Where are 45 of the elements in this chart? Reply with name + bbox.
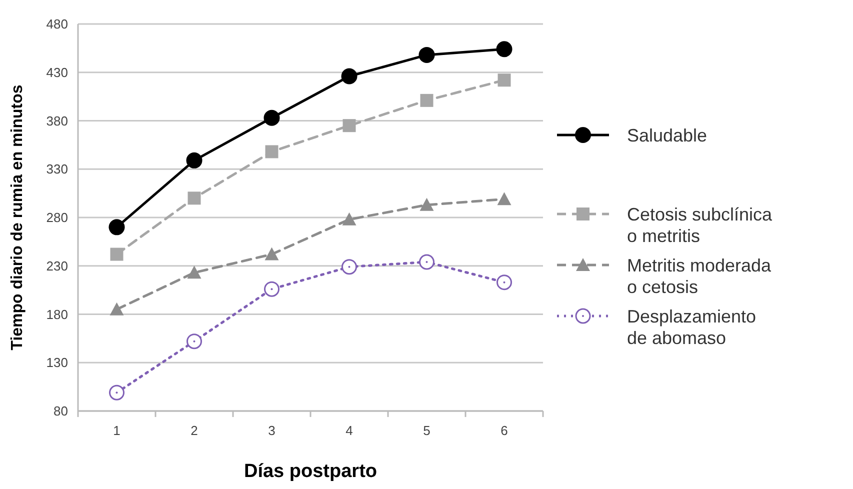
point	[186, 334, 202, 350]
x-tick-label: 5	[423, 423, 430, 438]
x-axis-title: Días postparto	[244, 461, 378, 482]
point	[187, 266, 202, 279]
y-tick-label: 380	[46, 113, 68, 128]
x-tick-label: 4	[346, 423, 353, 438]
y-tick-label: 230	[46, 258, 68, 274]
point	[341, 68, 358, 84]
point	[420, 198, 434, 211]
point	[342, 259, 357, 275]
y-tick-label: 330	[46, 162, 68, 177]
point	[498, 74, 511, 87]
point	[497, 192, 512, 206]
y-tick-label: 130	[46, 355, 68, 370]
point	[419, 254, 434, 270]
x-tick-label: 1	[113, 423, 120, 438]
y-tick-label: 480	[46, 16, 68, 32]
x-tick-label: 6	[500, 423, 508, 438]
point	[188, 192, 201, 205]
point	[109, 384, 124, 400]
y-axis-title: Tiempo diario de rumia en minutos	[9, 84, 26, 350]
point	[342, 119, 356, 132]
point	[110, 248, 124, 261]
point	[264, 281, 280, 297]
legend-label: Cetosis subclínica o metritis	[627, 204, 774, 246]
point	[265, 145, 278, 158]
point	[420, 94, 434, 107]
y-tick-label: 280	[46, 210, 68, 226]
point	[110, 302, 124, 316]
point	[264, 247, 279, 260]
legend-label: Desplazamiento de abomaso	[627, 306, 756, 348]
y-tick-label: 430	[46, 64, 68, 80]
point	[186, 152, 202, 168]
point	[496, 41, 512, 58]
legend-label: Metritis moderada o cetosis	[627, 255, 772, 297]
y-tick-label: 180	[46, 306, 68, 322]
point	[418, 46, 435, 63]
point	[496, 274, 512, 290]
y-tick-label: 80	[54, 404, 68, 419]
legend-label: Saludable	[627, 125, 708, 146]
x-tick-label: 3	[268, 423, 276, 438]
point	[264, 110, 280, 126]
x-tick-label: 2	[190, 423, 198, 438]
point	[108, 219, 125, 236]
point	[342, 212, 356, 226]
